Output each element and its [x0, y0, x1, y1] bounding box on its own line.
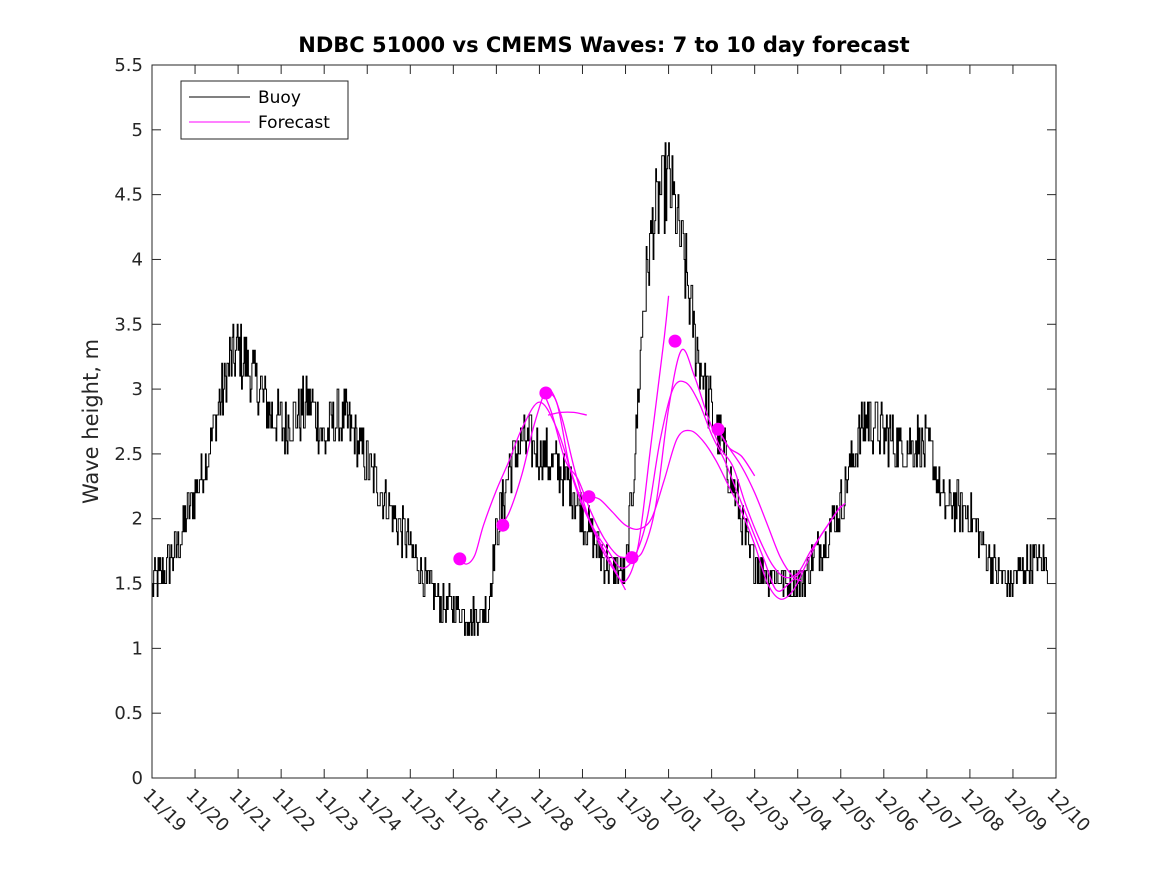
forecast-marker	[668, 334, 682, 348]
y-tick-label: 4	[132, 249, 143, 270]
y-tick-label: 0	[132, 768, 143, 789]
forecast-series-line	[547, 411, 587, 416]
forecast-marker	[582, 490, 596, 504]
legend-buoy-label: Buoy	[258, 88, 301, 108]
y-tick-label: 1.5	[114, 574, 143, 595]
y-tick-label: 2	[132, 509, 143, 530]
forecast-series-line	[631, 348, 846, 579]
y-tick-label: 2.5	[114, 444, 143, 465]
legend-box	[180, 80, 349, 140]
marker-layer	[453, 334, 725, 566]
y-tick-label: 0.5	[114, 703, 143, 724]
y-axis-ticks: 0 0.5 1 1.5 2 2.5 3 3.5 4 4.5 5 5.5	[114, 55, 1056, 789]
y-tick-label: 5	[132, 120, 143, 141]
forecast-series-line	[588, 429, 842, 600]
y-tick-label: 3	[132, 379, 143, 400]
y-tick-label: 4.5	[114, 185, 143, 206]
legend: Buoy Forecast	[180, 80, 349, 140]
forecast-series-line	[717, 428, 756, 477]
forecast-marker	[625, 551, 639, 565]
y-axis-label: Wave height, m	[79, 339, 103, 504]
y-tick-label: 5.5	[114, 55, 143, 76]
plot-frame	[151, 64, 1057, 779]
forecast-marker	[453, 552, 467, 566]
forecast-series-line	[543, 380, 803, 592]
forecast-marker	[539, 386, 553, 400]
forecast-marker	[711, 422, 725, 436]
y-tick-label: 3.5	[114, 314, 143, 335]
y-tick-label: 1	[132, 638, 143, 659]
legend-forecast-label: Forecast	[258, 113, 330, 133]
buoy-series-line	[152, 142, 1048, 636]
chart-title: NDBC 51000 vs CMEMS Waves: 7 to 10 day f…	[298, 33, 909, 57]
forecast-marker	[496, 518, 510, 532]
plot-area	[152, 65, 1056, 778]
